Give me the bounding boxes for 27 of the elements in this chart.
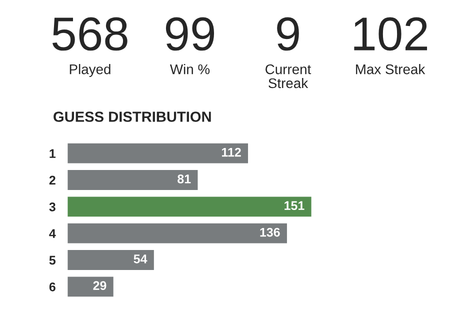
bar [67,275,115,298]
bar [67,142,250,165]
chart-title: GUESS DISTRIBUTION [54,112,211,122]
y-tick-label: 4 [49,229,56,238]
y-tick-label: 6 [49,282,56,292]
bar [67,248,156,272]
bar [67,195,312,218]
y-tick-label: 5 [49,256,56,265]
text: 99 [166,17,214,51]
data-label: 151 [284,201,304,210]
y-tick-label: 2 [49,176,56,185]
text: Played [70,64,110,77]
text: Max Streak [356,64,426,74]
text: 568 [52,17,128,51]
y-tick-label: 3 [49,202,56,212]
text: 102 [354,17,428,51]
y-tick-label: 1 [50,149,56,158]
bar [67,222,288,245]
text: Current Streak [266,64,312,88]
text: 9 [277,17,299,51]
data-label: 81 [178,174,191,184]
data-label: 112 [222,148,241,157]
bar [67,168,200,192]
data-label: 54 [134,254,148,264]
data-label: 136 [260,228,280,237]
data-label: 29 [93,281,106,290]
text: Win % [170,64,210,74]
